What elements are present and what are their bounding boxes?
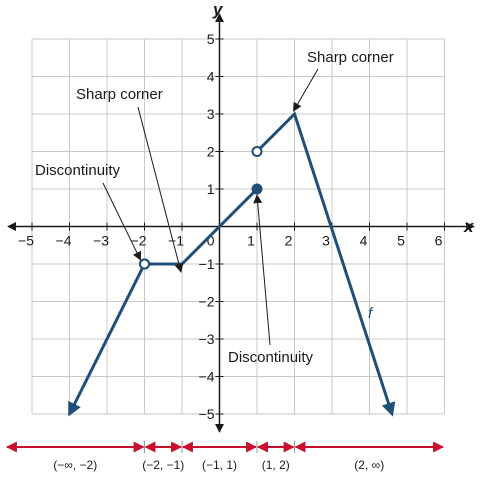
x-tick-label: −2 (131, 233, 147, 249)
curve-segment (68, 263, 146, 417)
interval-label: (−2, −1) (142, 458, 184, 472)
function-label: f (368, 305, 374, 322)
open-point (251, 146, 263, 157)
y-tick-label: −5 (199, 406, 215, 422)
annotation-label: Sharp corner (76, 86, 163, 103)
x-tick-label: 4 (360, 233, 368, 249)
x-tick-label: −1 (168, 233, 184, 249)
annotation-label: Discontinuity (228, 349, 314, 366)
axes (7, 13, 475, 433)
x-tick-label: 2 (285, 233, 293, 249)
annotation-arrow (137, 106, 184, 273)
endpoint-markers (139, 146, 263, 270)
y-tick-label: −1 (199, 256, 215, 272)
x-axis-label: x (463, 217, 475, 236)
interval-label: (2, ∞) (354, 458, 384, 472)
annotations: Sharp corner Sharp corner Discontinuity Dis… (35, 49, 394, 366)
annotation-arrow (102, 182, 141, 261)
closed-point (251, 183, 263, 195)
y-tick-label: 5 (207, 31, 215, 47)
x-tick-label: 6 (435, 233, 443, 249)
annotation-arrow (293, 68, 319, 112)
open-point (139, 258, 150, 270)
y-tick-label: −2 (199, 294, 215, 310)
y-tick-label: −4 (199, 369, 215, 385)
interval-number-line: (−∞, −2) (−2, −1) (−1, 1) (1, 2) (2, ∞) (5, 441, 445, 472)
x-tick-label: 3 (322, 233, 330, 249)
tick-labels: −5 −4 −3 −2 −1 1 2 3 4 5 6 5 4 3 2 1 −1 −2 −3 −4 −5 0 (18, 31, 443, 422)
interval-label: (−∞, −2) (53, 458, 97, 472)
annotation-label: Sharp corner (307, 49, 394, 66)
annotation-arrow (253, 194, 271, 346)
y-tick-label: 2 (207, 144, 215, 160)
y-tick-label: 1 (207, 181, 215, 197)
annotation-label: Discontinuity (35, 162, 121, 179)
x-tick-label: −3 (93, 233, 109, 249)
interval-label: (1, 2) (262, 458, 290, 472)
curve-segment (255, 111, 396, 417)
y-tick-label: −3 (199, 331, 215, 347)
y-tick-label: 3 (207, 106, 215, 122)
x-tick-label: 1 (247, 233, 255, 249)
interval-label: (−1, 1) (202, 458, 237, 472)
y-axis-label: y (212, 0, 224, 19)
x-tick-label: 5 (397, 233, 405, 249)
y-tick-label: 4 (207, 69, 215, 85)
origin-label: 0 (207, 233, 215, 249)
x-tick-label: −4 (56, 233, 72, 249)
x-tick-label: −5 (18, 233, 34, 249)
